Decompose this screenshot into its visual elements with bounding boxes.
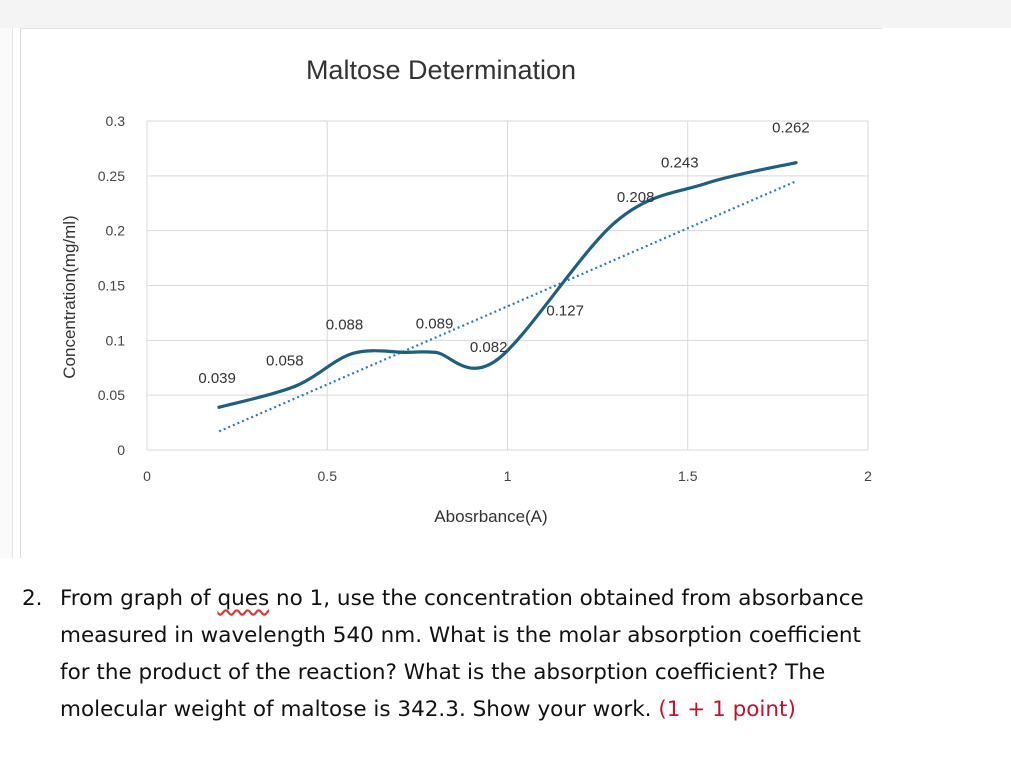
- x-tick-label: 0.5: [318, 468, 338, 484]
- question-text-part: molecular weight of maltose is 342.3. Sh…: [60, 697, 659, 722]
- data-label: 0.127: [546, 303, 584, 320]
- data-point: [614, 220, 618, 224]
- y-tick-label: 0.2: [106, 223, 126, 239]
- data-point: [404, 350, 409, 354]
- top-band: [0, 0, 1011, 28]
- data-point: [217, 405, 221, 409]
- data-point: [433, 350, 437, 354]
- question-text-part: no 1, use the concentration obtained fro…: [269, 586, 864, 611]
- data-label: 0.058: [266, 352, 304, 369]
- data-label: 0.243: [661, 155, 699, 172]
- data-label: 0.089: [416, 315, 454, 332]
- x-tick-label: 1: [504, 468, 512, 484]
- question-text-part: From graph of: [60, 586, 218, 611]
- data-point: [794, 161, 798, 165]
- y-tick-label: 0.25: [98, 168, 125, 184]
- data-series-line: [217, 161, 798, 409]
- x-tick-label: 0: [143, 468, 151, 484]
- data-label: 0.208: [617, 189, 655, 206]
- data-label: 0.039: [198, 370, 236, 387]
- y-tick-label: 0.15: [98, 278, 125, 294]
- y-tick-label: 0.3: [106, 113, 126, 129]
- data-label: 0.082: [470, 339, 508, 356]
- y-tick-label: 0: [117, 442, 125, 458]
- question-line-3: for the product of the reaction? What is…: [60, 660, 826, 685]
- y-tick-label: 0.05: [98, 387, 125, 403]
- question-line-2: measured in wavelength 540 nm. What is t…: [60, 623, 861, 648]
- data-point: [293, 384, 297, 388]
- x-tick-label: 2: [864, 468, 872, 484]
- y-tick-label: 0.1: [106, 332, 126, 348]
- question-line-4: molecular weight of maltose is 342.3. Sh…: [22, 691, 1007, 728]
- spellcheck-flagged-word: ques: [217, 586, 270, 611]
- data-point: [350, 351, 355, 356]
- chart-title: Maltose Determination: [306, 55, 576, 85]
- x-axis-title: Abosrbance(A): [434, 507, 547, 526]
- question-number: 2.: [22, 586, 43, 611]
- data-point: [704, 181, 708, 186]
- data-label: 0.262: [772, 120, 810, 137]
- question-text: 2. From graph of ques no 1, use the conce…: [22, 580, 1007, 728]
- question-line-1: 2. From graph of ques no 1, use the conce…: [22, 580, 1007, 617]
- data-point: [495, 358, 499, 362]
- chart-frame: 0.039 0.058 0.088 0.089 0.082 0.127 0.208 0.243…: [20, 28, 882, 558]
- y-axis-title: Concentration(mg/ml): [60, 215, 79, 378]
- data-label: 0.088: [326, 316, 364, 333]
- x-tick-label: 1.5: [678, 468, 698, 484]
- chart: 0.039 0.058 0.088 0.089 0.082 0.127 0.208 0.243…: [60, 55, 872, 526]
- question-points: (1 + 1 point): [658, 697, 796, 722]
- left-margin-ruler: [0, 28, 13, 558]
